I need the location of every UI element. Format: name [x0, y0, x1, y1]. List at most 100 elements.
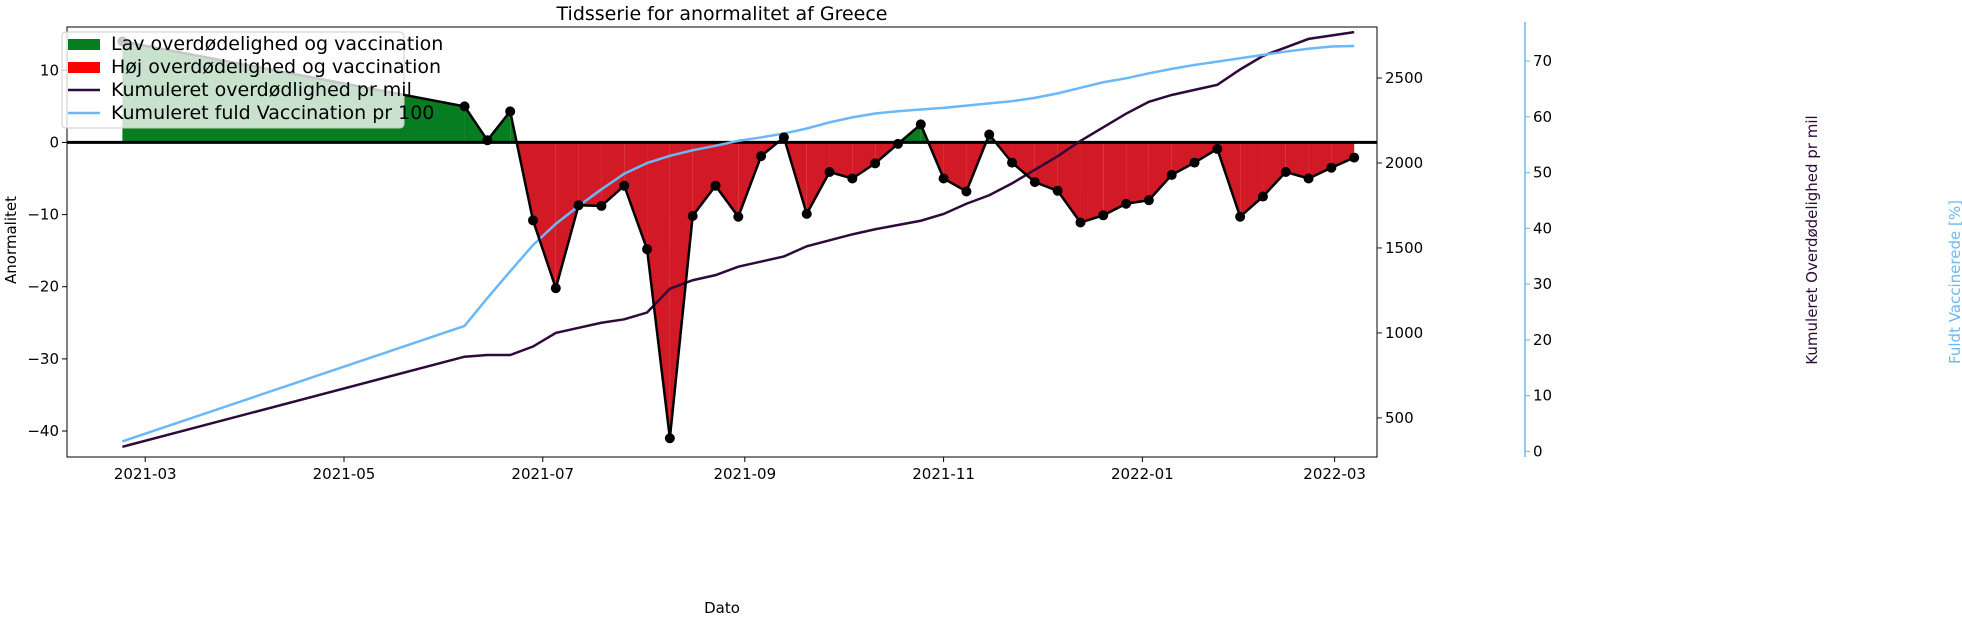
y-right2-tick-label-3: 40 [1533, 219, 1552, 237]
right-axis-label: Kumuleret Overdødelighed pr mil [1803, 115, 1821, 364]
anomaly-point-30 [1121, 198, 1132, 209]
legend-swatch-1 [68, 62, 100, 73]
cumulative-excess-line [122, 30, 1355, 449]
negative-fill-13 [806, 142, 830, 214]
anomaly-point-9 [642, 244, 653, 255]
legend-label-2: Kumuleret overdødlighed pr mil [111, 79, 412, 101]
anomaly-point-32 [1166, 169, 1177, 180]
negative-fill-29 [1171, 142, 1195, 175]
x-tick-label-6: 2022-03 [1303, 465, 1366, 483]
y-right2-tick-label-6: 10 [1533, 387, 1552, 405]
negative-fill-19 [943, 142, 967, 192]
anomaly-point-2 [482, 135, 493, 146]
y-right-tick-label-4: 500 [1385, 409, 1414, 427]
negative-fill-25 [1080, 142, 1104, 223]
negative-fill-5 [624, 142, 648, 250]
legend-swatch-0 [68, 39, 100, 50]
anomaly-point-38 [1303, 173, 1314, 184]
anomaly-point-35 [1235, 211, 1246, 222]
anomaly-point-14 [756, 151, 767, 162]
legend-box [61, 31, 405, 129]
anomaly-point-31 [1143, 195, 1154, 206]
y-tick-label-4: −30 [27, 350, 59, 368]
anomaly-point-3 [505, 106, 516, 117]
anomaly-point-20 [892, 138, 903, 149]
anomaly-point-24 [984, 129, 995, 140]
y-tick-label-3: −20 [27, 278, 59, 296]
anomaly-point-13 [733, 211, 744, 222]
chart-title: Tidsserie for anormalitet af Greece [556, 3, 888, 25]
negative-fill-6 [647, 142, 670, 439]
y-right2-tick-label-0: 70 [1533, 52, 1552, 70]
axes: 2021-03 2021-05 2021-07 2021-09 2021-11 2022-… [27, 22, 1552, 483]
anomaly-point-18 [847, 173, 858, 184]
vaccination-line [121, 44, 1355, 443]
y-right2-tick-label-5: 20 [1533, 331, 1552, 349]
negative-fill-24 [1057, 142, 1081, 223]
anomaly-point-26 [1029, 177, 1040, 188]
negative-fill-27 [1126, 142, 1149, 204]
negative-fill-23 [1034, 142, 1058, 191]
y-right-tick-label-3: 1000 [1385, 324, 1423, 342]
y-tick-label-5: −40 [27, 422, 59, 440]
y-right2-tick-label-7: 0 [1533, 442, 1543, 460]
negative-fill-14 [829, 142, 853, 179]
y-right2-tick-label-4: 30 [1533, 275, 1552, 293]
y-axis-label: Anormalitet [2, 196, 20, 284]
negative-fill-15 [852, 142, 876, 179]
negative-fill-3 [578, 142, 602, 206]
anomaly-point-12 [710, 180, 721, 191]
negative-fill-30 [1194, 142, 1218, 163]
negative-fill-34 [1285, 142, 1309, 179]
anomaly-point-16 [801, 208, 812, 219]
anomaly-point-25 [1007, 157, 1018, 168]
y-tick-label-0: 10 [40, 61, 59, 79]
x-tick-label-2: 2021-07 [511, 465, 574, 483]
anomaly-point-28 [1075, 217, 1086, 228]
anomaly-point-23 [961, 186, 972, 197]
x-tick-label-4: 2021-11 [912, 465, 975, 483]
negative-fill-32 [1240, 142, 1263, 217]
anomaly-point-36 [1257, 191, 1268, 202]
anomaly-point-8 [619, 180, 630, 191]
negative-fill-9 [715, 142, 739, 217]
anomaly-point-5 [550, 283, 561, 294]
legend-label-0: Lav overdødelighed og vaccination [111, 33, 443, 55]
negative-fill-7 [669, 142, 693, 439]
legend-label-3: Kumuleret fuld Vaccination pr 100 [111, 102, 434, 124]
anomaly-point-15 [778, 132, 789, 143]
anomaly-point-1 [459, 101, 470, 112]
x-tick-label-3: 2021-09 [713, 465, 776, 483]
y-right2-tick-label-1: 60 [1533, 108, 1552, 126]
negative-fill-33 [1262, 142, 1286, 197]
y-tick-label-2: −10 [27, 206, 59, 224]
x-axis-label: Dato [704, 599, 740, 617]
anomaly-point-10 [664, 433, 675, 444]
anomaly-point-7 [596, 200, 607, 211]
anomaly-point-33 [1189, 157, 1200, 168]
anomaly-point-6 [573, 200, 584, 211]
anomaly-point-39 [1326, 162, 1337, 173]
y-right2-tick-label-2: 50 [1533, 164, 1552, 182]
x-tick-label-0: 2021-03 [114, 465, 177, 483]
negative-fill-28 [1148, 142, 1172, 201]
x-tick-label-5: 2022-01 [1111, 465, 1174, 483]
anomaly-point-11 [687, 211, 698, 222]
y-tick-label-1: 0 [49, 133, 59, 151]
plot-frame [66, 26, 1378, 458]
y-right-tick-label-0: 2500 [1385, 69, 1423, 87]
anomaly-point-40 [1349, 152, 1360, 163]
legend-label-1: Høj overdødelighed og vaccination [111, 56, 441, 78]
anomaly-point-22 [938, 173, 949, 184]
anomaly-point-34 [1212, 143, 1223, 154]
negative-fill-26 [1103, 142, 1127, 216]
y-right-tick-label-1: 2000 [1385, 154, 1423, 172]
negative-fill-36 [1331, 142, 1355, 168]
negative-fill-8 [692, 142, 716, 217]
anomaly-point-4 [527, 215, 538, 226]
anomaly-point-19 [870, 158, 881, 169]
right2-axis-label: Fuldt Vaccinerede [%] [1946, 200, 1962, 364]
